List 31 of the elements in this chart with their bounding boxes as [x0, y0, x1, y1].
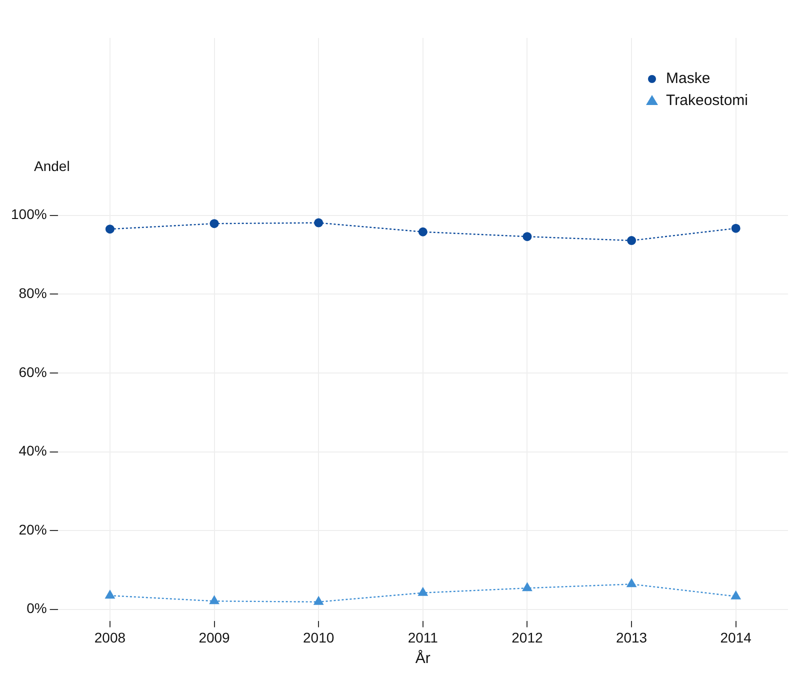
x-tick-label: 2010 [303, 629, 334, 646]
x-tick-label: 2012 [512, 629, 543, 646]
point [730, 590, 742, 600]
point [418, 586, 428, 596]
point [209, 595, 220, 604]
point [522, 232, 532, 242]
point [105, 224, 114, 234]
point [731, 224, 740, 233]
point [522, 582, 532, 592]
point [104, 590, 116, 599]
y-axis-title: Andel [34, 158, 70, 174]
point [210, 219, 219, 228]
y-tick-label: 40% [18, 442, 47, 459]
x-axis-title: År [415, 649, 430, 668]
point [626, 578, 637, 588]
point [418, 227, 428, 236]
x-tick-label: 2014 [720, 629, 752, 646]
x-tick-label: 2008 [94, 629, 126, 646]
y-tick-label: 100% [10, 206, 47, 222]
x-tick-label: 2011 [408, 629, 438, 646]
legend-label: Trakeostomi [666, 92, 748, 109]
y-tick-label: 80% [18, 284, 47, 301]
x-tick-label: 2009 [198, 629, 230, 646]
point [314, 218, 324, 228]
y-tick-label: 60% [18, 364, 47, 380]
point [313, 596, 324, 605]
y-tick-label: 0% [26, 600, 47, 616]
y-tick-label: 20% [18, 521, 47, 538]
legend-label: Maske [666, 70, 710, 87]
x-tick-label: 2013 [616, 629, 648, 646]
point [627, 236, 636, 246]
